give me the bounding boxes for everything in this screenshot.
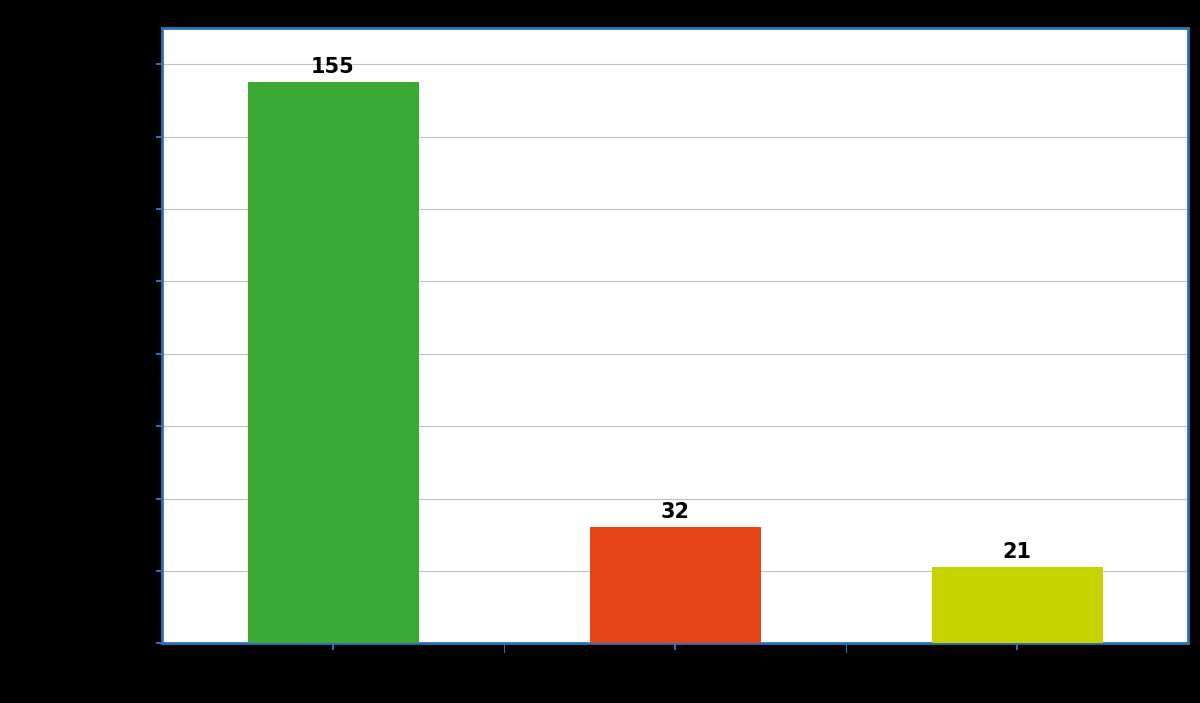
Text: 155: 155	[311, 57, 355, 77]
Text: 32: 32	[660, 502, 690, 522]
Bar	[247, 82, 419, 643]
Bar	[931, 567, 1103, 643]
Bar	[589, 527, 761, 643]
Text: 21: 21	[1002, 542, 1032, 562]
